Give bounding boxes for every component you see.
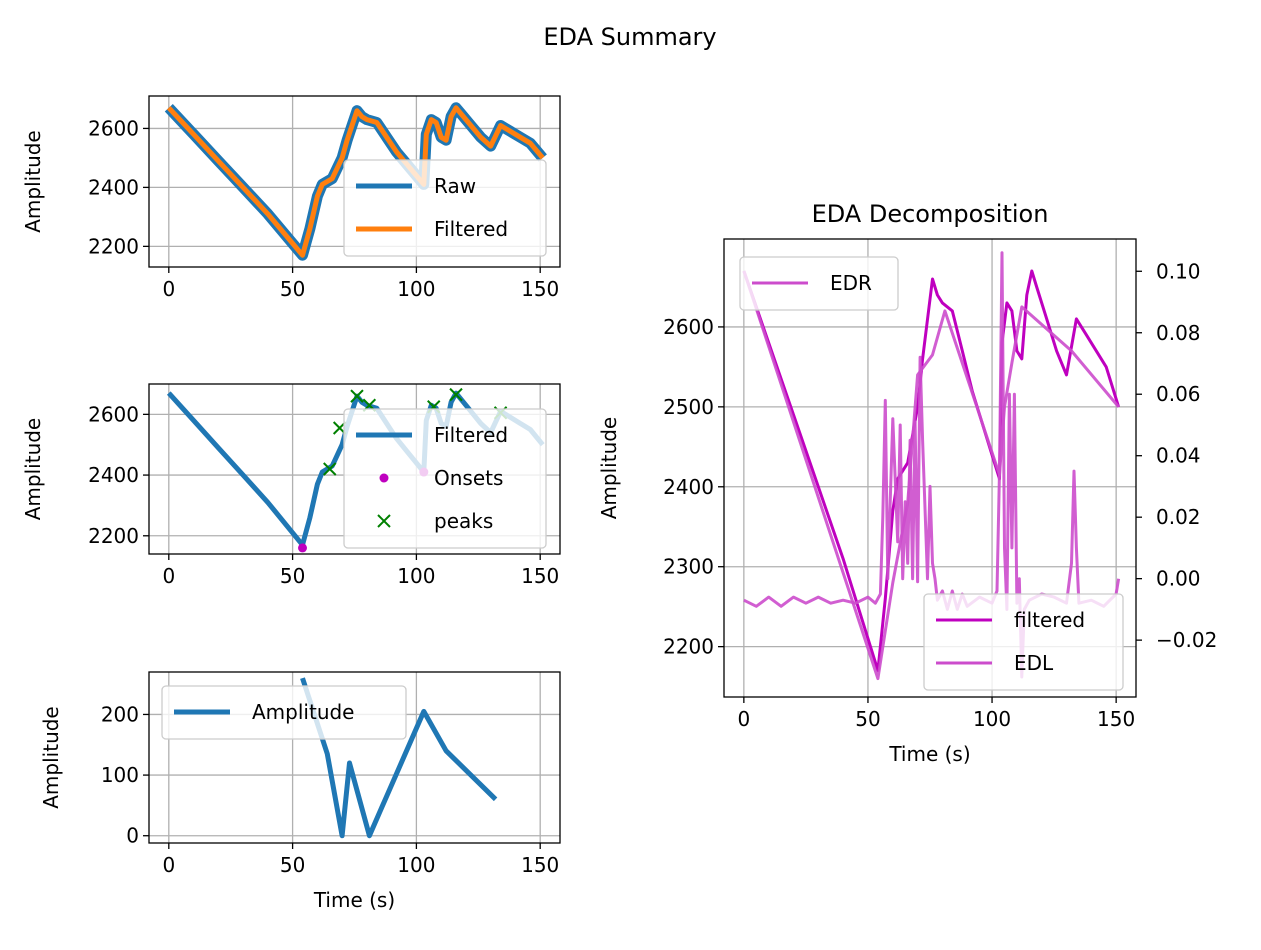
plot1-xtick-label: 150 [521,277,559,301]
plot4-xtick-label: 100 [973,707,1011,731]
plot1-frame [148,95,561,268]
plot4-y2tick-label: 0.10 [1156,259,1201,283]
plot1-series-filtered [166,105,545,258]
plot4-y2tick-label: 0.08 [1156,321,1201,345]
plot4-y2tick-label: −0.02 [1156,628,1217,652]
plot4-legend-left-entry: filtered [1014,608,1085,632]
plot3-xtick-label: 100 [397,853,435,877]
plot2-ylabel: Amplitude [21,418,45,521]
plot2-series-peaks-point [449,387,463,402]
plot3-ylabel: Amplitude [39,706,63,809]
plot4-legend-left-frame [923,593,1124,691]
plot3-xtick-label: 0 [162,853,175,877]
plot3-series-amplitude [300,677,498,839]
plot4-y2tick-label: 0.00 [1156,567,1201,591]
plot2-legend: Filtered Onsets peaks [343,408,547,549]
plot2-frame [148,383,561,555]
plot4-ytick-label: 2200 [663,635,714,659]
plot1-ytick-label: 2400 [88,175,139,199]
plot1-legend-entry: Raw [434,174,476,198]
plot3-xlabel: Time (s) [313,888,395,912]
plot1-legend: Raw Filtered [343,159,547,257]
plot3-ytick-label: 100 [101,763,139,787]
plot2-xtick-label: 50 [280,564,305,588]
plot2-legend-marker [379,473,389,483]
plot2-ytick-label: 2200 [88,524,139,548]
plot2-legend-entry: Filtered [434,423,508,447]
plot4-xtick-label: 150 [1097,707,1135,731]
plot2-legend-frame [343,408,547,549]
plot4-ylabel: Amplitude [597,417,621,520]
plot4-legend-right-entry: EDR [830,271,872,295]
plot4-ytick-label: 2300 [663,555,714,579]
plot2-legend-entry: peaks [434,509,493,533]
plot4-xtick-label: 50 [855,707,880,731]
plot4-series-edl [742,270,1120,681]
figure-suptitle: EDA Summary [543,23,716,51]
plot3-ytick-label: 0 [126,824,139,848]
plot1-legend-entry: Filtered [434,217,508,241]
plot4-title: EDA Decomposition [812,200,1049,228]
plot3-legend-frame [161,685,407,740]
plot1-xtick-label: 0 [162,277,175,301]
plot1-xtick-label: 50 [280,277,305,301]
plot4-legend-right: EDR [739,256,899,311]
plot4-xtick-label: 0 [737,707,750,731]
plot2-series-peaks-point [350,389,364,403]
plot4-ytick-label: 2500 [663,395,714,419]
plot4-legend-left-entry: EDL [1014,651,1054,675]
plot4-frame [723,238,1137,698]
plot4-y2tick-label: 0.04 [1156,444,1201,468]
plot2-legend-marker [377,514,391,528]
plot2-xtick-label: 0 [162,564,175,588]
plot2-legend-entry: Onsets [434,466,503,490]
plot3-xtick-label: 50 [280,853,305,877]
plot1-ytick-label: 2200 [88,234,139,258]
plot2-ytick-label: 2400 [88,463,139,487]
plot4-y2tick-label: 0.02 [1156,505,1201,529]
plot2-xtick-label: 150 [521,564,559,588]
plot3-frame [148,671,561,844]
plots-layer: 0 50 100 150 2200 2400 2600 Amplitude Raw Filtere… [21,95,1217,912]
plot2-series-onsets-point [298,543,308,553]
plot2-xtick-label: 100 [397,564,435,588]
plot4-ytick-label: 2600 [663,315,714,339]
plot1-ytick-label: 2600 [88,116,139,140]
plot2-ytick-label: 2600 [88,402,139,426]
plot4-legend-left: filtered EDL [923,593,1124,691]
plot3-ytick-label: 200 [101,702,139,726]
plot2-series-peaks-point [323,462,337,476]
plot1-ylabel: Amplitude [21,130,45,233]
plot3-legend-entry: Amplitude [252,700,355,724]
plot1-xtick-label: 100 [397,277,435,301]
plot4-xlabel: Time (s) [888,742,970,766]
plot4-y2tick-label: 0.06 [1156,382,1201,406]
plot3-legend: Amplitude [161,685,407,740]
plot4-ytick-label: 2400 [663,475,714,499]
plot3-xtick-label: 150 [521,853,559,877]
plot4-legend-right-frame [739,256,899,311]
